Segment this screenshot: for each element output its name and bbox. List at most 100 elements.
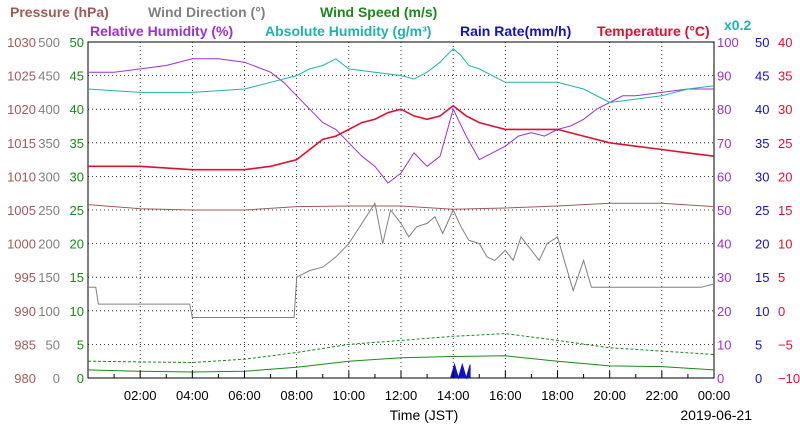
wind-speed-tick: 25: [70, 203, 84, 218]
y-axes: 9809859909951000100510101015102010251030…: [7, 35, 800, 386]
wind-speed-tick: 50: [70, 35, 84, 50]
rain-rate-tick: 10: [755, 304, 769, 319]
wind-direction-tick: 0: [53, 371, 60, 386]
series-line-6: [450, 362, 471, 380]
date-label: 2019-06-21: [680, 407, 752, 423]
x-tick-label: 12:00: [385, 388, 418, 403]
pressure-tick: 1020: [7, 102, 36, 117]
temperature-tick: 35: [778, 69, 792, 84]
pressure-tick: 985: [14, 337, 36, 352]
temperature-tick: 15: [778, 203, 792, 218]
rain-rate-tick: 45: [755, 69, 769, 84]
rain-rate-tick: 50: [755, 35, 769, 50]
series-line-2: [87, 355, 715, 373]
temperature-tick: 20: [778, 169, 792, 184]
wind-direction-tick: 350: [38, 136, 60, 151]
wind-speed-tick: 35: [70, 136, 84, 151]
series-line-5: [87, 48, 715, 104]
rain-rate-tick: 15: [755, 270, 769, 285]
temperature-tick: 40: [778, 35, 792, 50]
rain-rate-tick: 5: [755, 337, 762, 352]
pressure-tick: 1025: [7, 69, 36, 84]
rain-rate-tick: 25: [755, 203, 769, 218]
x-tick-label: 06:00: [228, 388, 261, 403]
series-line-1: [88, 201, 715, 318]
wind-direction-tick: 300: [38, 169, 60, 184]
legend-wind-speed: Wind Speed (m/s): [320, 4, 437, 20]
x-tick-label: 04:00: [176, 388, 209, 403]
rain-rate-tick: 0: [755, 371, 762, 386]
pressure-tick: 980: [14, 371, 36, 386]
pressure-tick: 1030: [7, 35, 36, 50]
humidity-tick: 90: [717, 69, 731, 84]
series-line-7: [88, 104, 715, 171]
x-axis-label: Time (JST): [390, 407, 459, 423]
pressure-tick: 1015: [7, 136, 36, 151]
humidity-tick: 80: [717, 102, 731, 117]
x-tick-label: 02:00: [124, 388, 157, 403]
wind-speed-tick: 45: [70, 69, 84, 84]
humidity-tick: 70: [717, 136, 731, 151]
x-tick-label: 20:00: [593, 388, 626, 403]
humidity-tick: 0: [717, 371, 724, 386]
legend-temperature: Temperature (°C): [597, 23, 710, 39]
series-layer: [87, 48, 715, 380]
series-line-0: [87, 202, 715, 211]
x-tick-label: 16:00: [489, 388, 522, 403]
wind-speed-tick: 15: [70, 270, 84, 285]
wind-direction-tick: 400: [38, 102, 60, 117]
temperature-tick: 0: [778, 304, 785, 319]
legend-relative-humidity: Relative Humidity (%): [90, 23, 233, 39]
humidity-tick: 60: [717, 169, 731, 184]
humidity-tick: 10: [717, 337, 731, 352]
legend-rain-rate: Rain Rate(mm/h): [460, 23, 571, 39]
x-tick-label: 08:00: [280, 388, 313, 403]
wind-direction-tick: 150: [38, 270, 60, 285]
wind-speed-tick: 20: [70, 237, 84, 252]
legend-wind-direction: Wind Direction (°): [148, 4, 265, 20]
temperature-tick: 30: [778, 102, 792, 117]
temperature-tick: −5: [778, 337, 793, 352]
x-tick-label: 18:00: [541, 388, 574, 403]
humidity-tick: 40: [717, 237, 731, 252]
x-tick-label: 22:00: [646, 388, 679, 403]
wind-speed-tick: 40: [70, 102, 84, 117]
x-tick-label: 14:00: [437, 388, 470, 403]
x-tick-label: 00:00: [698, 388, 731, 403]
pressure-tick: 1000: [7, 237, 36, 252]
pressure-tick: 995: [14, 270, 36, 285]
wind-direction-tick: 450: [38, 69, 60, 84]
legend-pressure: Pressure (hPa): [10, 4, 109, 20]
temperature-tick: 25: [778, 136, 792, 151]
rain-rate-tick: 30: [755, 169, 769, 184]
wind-direction-tick: 50: [46, 337, 60, 352]
humidity-tick: 100: [717, 35, 739, 50]
temperature-tick: 5: [778, 270, 785, 285]
absolute-humidity-scale: x0.2: [724, 17, 751, 33]
pressure-tick: 1005: [7, 203, 36, 218]
rain-rate-tick: 40: [755, 102, 769, 117]
rain-rate-tick: 35: [755, 136, 769, 151]
wind-speed-tick: 10: [70, 304, 84, 319]
humidity-tick: 30: [717, 270, 731, 285]
wind-speed-tick: 0: [77, 371, 84, 386]
wind-speed-tick: 5: [77, 337, 84, 352]
pressure-tick: 990: [14, 304, 36, 319]
temperature-tick: −10: [778, 371, 800, 386]
humidity-tick: 20: [717, 304, 731, 319]
series-line-4: [88, 58, 714, 184]
wind-direction-tick: 500: [38, 35, 60, 50]
legend-absolute-humidity: Absolute Humidity (g/m³): [265, 23, 431, 39]
legend: Pressure (hPa) Wind Direction (°) Wind S…: [10, 4, 751, 39]
wind-direction-tick: 250: [38, 203, 60, 218]
wind-direction-tick: 100: [38, 304, 60, 319]
wind-speed-tick: 30: [70, 169, 84, 184]
pressure-tick: 1010: [7, 169, 36, 184]
temperature-tick: 10: [778, 237, 792, 252]
rain-rate-tick: 20: [755, 237, 769, 252]
x-axis: 02:00 04:00 06:00 08:00 10:00 12:00 14:00 16:00…: [87, 371, 731, 403]
humidity-tick: 50: [717, 203, 731, 218]
x-tick-label: 10:00: [333, 388, 366, 403]
wind-direction-tick: 200: [38, 237, 60, 252]
